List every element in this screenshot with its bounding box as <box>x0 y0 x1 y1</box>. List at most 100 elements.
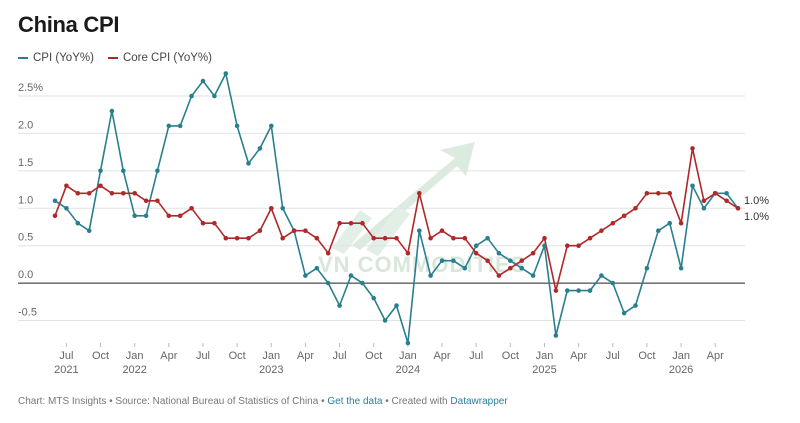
core-cpi-point <box>519 258 524 264</box>
x-tick-month: Jul <box>333 350 347 362</box>
series-points <box>52 71 741 346</box>
core-cpi-point <box>143 198 149 204</box>
core-cpi-point <box>656 191 661 196</box>
core-cpi-point <box>508 265 513 271</box>
cpi-point <box>621 310 627 316</box>
watermark-text: VN COMMODITIES <box>318 252 526 277</box>
core-cpi-point <box>690 146 695 151</box>
x-tick-month: Oct <box>502 350 519 362</box>
watermark-arrow-icon <box>352 142 475 250</box>
core-cpi-point <box>587 235 593 241</box>
core-cpi-point <box>109 191 115 196</box>
core-cpi-point <box>52 213 58 219</box>
x-tick-month: Apr <box>297 350 314 362</box>
cpi-point <box>667 220 672 226</box>
x-tick-year: 2021 <box>54 364 78 376</box>
core-cpi-point <box>485 258 490 264</box>
cpi-point <box>109 108 115 114</box>
y-tick-label: 0.0 <box>18 269 33 281</box>
cpi-point <box>508 258 513 264</box>
x-tick-month: Jan <box>262 350 280 362</box>
cpi-point <box>280 206 286 211</box>
legend-item-cpi: CPI (YoY%) <box>18 52 94 64</box>
cpi-point <box>166 123 172 129</box>
core-cpi-point <box>177 213 183 219</box>
cpi-point <box>189 93 194 99</box>
core-cpi-point <box>417 191 422 196</box>
legend-label-core: Core CPI (YoY%) <box>122 52 212 64</box>
core-cpi-point <box>542 235 547 241</box>
x-tick-month: Jan <box>126 350 144 362</box>
x-tick-month: Jan <box>399 350 417 362</box>
x-tick-month: Oct <box>365 350 382 362</box>
cpi-point <box>485 235 490 241</box>
x-tick-year: 2024 <box>396 364 420 376</box>
y-tick-label: -0.5 <box>18 307 37 319</box>
cpi-point <box>382 318 388 323</box>
cpi-point <box>257 146 263 151</box>
cpi-point <box>52 198 58 204</box>
core-cpi-point <box>75 191 81 196</box>
core-cpi-point <box>644 191 650 196</box>
cpi-point <box>519 265 524 271</box>
cpi-point <box>405 340 411 346</box>
cpi-point <box>269 123 274 129</box>
cpi-point <box>200 78 206 84</box>
watermark-bars-icon <box>332 206 410 256</box>
x-tick-month: Oct <box>229 350 246 362</box>
core-cpi-point <box>314 235 320 241</box>
legend-swatch-cpi <box>18 57 28 59</box>
cpi-point <box>132 213 137 219</box>
core-cpi-point <box>473 250 479 256</box>
cpi-point <box>724 191 729 196</box>
cpi-point <box>451 258 456 264</box>
core-cpi-point <box>64 183 69 189</box>
cpi-point <box>394 303 399 308</box>
cpi-point <box>417 228 422 233</box>
x-tick-month: Jan <box>536 350 554 362</box>
cpi-point <box>496 250 502 256</box>
cpi-end-label: 1.0% <box>744 195 769 207</box>
cpi-point <box>234 123 240 129</box>
cpi-point <box>576 288 581 293</box>
legend-item-core: Core CPI (YoY%) <box>107 52 212 64</box>
core-cpi-point <box>735 206 741 211</box>
core-cpi-point <box>348 220 354 226</box>
y-tick-label: 1.0 <box>18 194 33 206</box>
cpi-point <box>303 273 308 278</box>
y-axis: 2.5% 2.0 1.5 1.0 0.5 0.0 -0.5 <box>18 82 43 319</box>
cpi-point <box>212 93 217 99</box>
core-cpi-point <box>200 220 206 226</box>
core-cpi-point <box>223 235 229 241</box>
cpi-point <box>473 243 479 248</box>
core-cpi-point <box>382 235 388 241</box>
cpi-point <box>656 228 661 233</box>
core-cpi-point <box>667 191 672 196</box>
x-tick-month: Apr <box>433 350 450 362</box>
core-cpi-point <box>428 235 433 241</box>
cpi-point <box>143 213 149 219</box>
core-cpi-point <box>303 228 308 233</box>
x-axis: Jul 2021 Oct Jan 2022 Apr Jul Oct Jan 2023 Apr Jul O… <box>54 343 724 376</box>
core-cpi-point <box>325 250 331 256</box>
end-labels: 1.0% 1.0% <box>744 195 769 223</box>
get-data-link[interactable]: Get the data <box>327 396 383 407</box>
cpi-point <box>633 303 638 308</box>
cpi-point <box>348 273 354 278</box>
y-tick-label: 1.5 <box>18 157 33 169</box>
core-cpi-end-label: 1.0% <box>744 211 769 223</box>
grid <box>18 95 745 322</box>
x-tick-month: Oct <box>92 350 109 362</box>
x-tick-month: Jul <box>59 350 73 362</box>
cpi-point <box>86 228 92 233</box>
x-tick-year: 2025 <box>532 364 556 376</box>
core-cpi-point <box>451 235 456 241</box>
core-cpi-point <box>234 235 240 241</box>
cpi-point <box>553 333 559 338</box>
cpi-point <box>542 243 547 248</box>
x-tick-month: Jul <box>469 350 483 362</box>
datawrapper-link[interactable]: Datawrapper <box>450 396 508 407</box>
y-tick-label: 2.5% <box>18 82 43 94</box>
cpi-point <box>314 265 320 271</box>
cpi-point <box>177 123 183 129</box>
